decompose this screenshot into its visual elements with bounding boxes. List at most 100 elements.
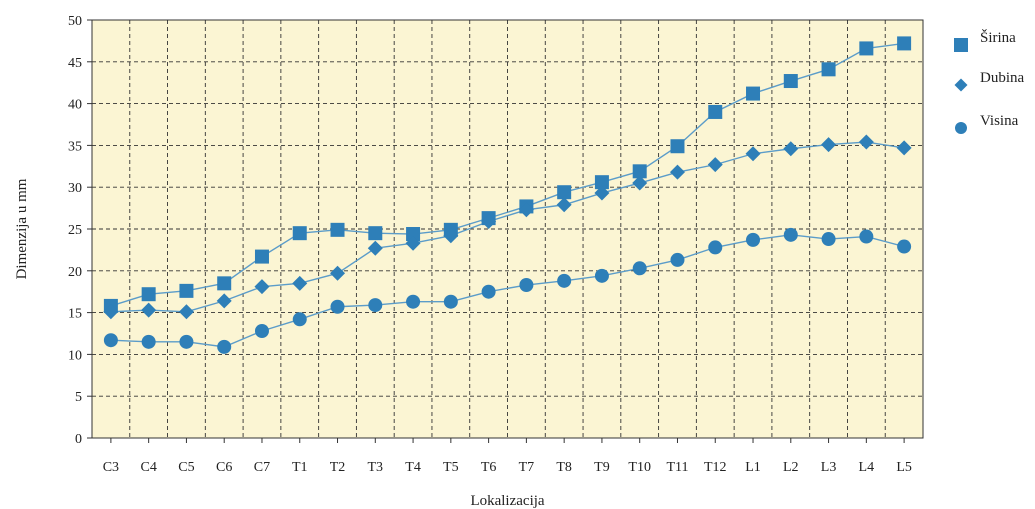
series-lines [110, 42, 905, 348]
data-point-diamond [896, 140, 912, 156]
x-tick-label: C6 [216, 460, 232, 475]
x-tick-label: L1 [745, 460, 761, 475]
data-point-square [254, 249, 269, 264]
data-point-circle [859, 229, 874, 244]
y-axis-title: Dimenzija u mm [14, 178, 30, 279]
y-tick-label: 50 [68, 14, 82, 29]
legend-marker-square [954, 38, 968, 52]
data-point-square [330, 222, 345, 237]
data-point-square [783, 74, 798, 89]
data-point-diamond [254, 279, 270, 295]
data-point-circle [254, 323, 269, 338]
data-point-circle [179, 334, 194, 349]
x-tick-label: C5 [178, 460, 194, 475]
gridlines [92, 20, 923, 438]
y-axis-ticks: 0 5 10 15 20 25 30 35 40 45 50 [68, 14, 92, 447]
x-tick-label: L5 [896, 460, 912, 475]
x-tick-label: T5 [443, 460, 459, 475]
data-point-circle [670, 252, 685, 267]
data-point-square [179, 283, 194, 298]
data-point-square [557, 185, 572, 200]
data-point-circle [292, 312, 307, 327]
x-axis-ticks: C3 C4 C5 C6 C7 T1 T2 T3 T4 T5 T6 T7 T8 T9 T10 T11 T12 L1 L… [103, 438, 912, 475]
x-tick-label: T8 [556, 460, 572, 475]
legend-marker-circle [955, 122, 967, 134]
data-point-square [141, 287, 156, 302]
data-point-circle [821, 232, 836, 247]
x-tick-label: L4 [859, 460, 875, 475]
x-tick-label: L2 [783, 460, 799, 475]
data-point-circle [217, 339, 232, 354]
data-point-circle [330, 299, 345, 314]
x-tick-label: C4 [140, 460, 156, 475]
y-tick-label: 45 [68, 56, 82, 71]
data-point-square [368, 226, 383, 241]
series-line-square [110, 42, 905, 307]
x-tick-label: C7 [254, 460, 270, 475]
data-point-square [670, 139, 685, 154]
data-point-diamond [405, 235, 421, 251]
data-point-circle [783, 227, 798, 242]
x-tick-label: L3 [821, 460, 837, 475]
y-tick-label: 35 [68, 139, 82, 154]
data-point-diamond [518, 202, 534, 218]
data-point-circle [141, 334, 156, 349]
data-point-circle [708, 240, 723, 255]
y-tick-label: 40 [68, 98, 82, 113]
data-point-diamond [481, 213, 497, 229]
data-point-diamond [216, 293, 232, 309]
data-point-diamond [141, 302, 157, 318]
data-point-diamond [556, 197, 572, 213]
x-tick-label: T6 [481, 460, 497, 475]
data-point-circle [443, 294, 458, 309]
x-tick-label: T9 [594, 460, 610, 475]
x-tick-label: T12 [704, 460, 727, 475]
data-point-circle [406, 294, 421, 309]
data-point-diamond [669, 164, 685, 180]
data-point-diamond [821, 137, 837, 153]
data-point-diamond [292, 275, 308, 291]
data-point-square [821, 62, 836, 77]
data-point-circle [594, 268, 609, 283]
y-tick-label: 0 [75, 432, 82, 447]
data-point-diamond [443, 228, 459, 244]
y-tick-label: 25 [68, 223, 82, 238]
x-tick-label: T4 [405, 460, 421, 475]
data-point-circle [557, 273, 572, 288]
legend: Širina Dubina Visina [954, 29, 1025, 134]
series-line-diamond [110, 141, 905, 313]
x-tick-label: T11 [666, 460, 688, 475]
y-tick-label: 10 [68, 348, 82, 363]
data-point-diamond [594, 185, 610, 201]
data-point-diamond [745, 146, 761, 162]
data-point-circle [897, 239, 912, 254]
data-point-circle [632, 261, 647, 276]
data-point-circle [519, 278, 534, 293]
data-point-circle [368, 298, 383, 313]
y-tick-label: 20 [68, 265, 82, 280]
x-tick-label: T3 [368, 460, 384, 475]
y-tick-label: 15 [68, 307, 82, 322]
series-markers [103, 36, 912, 354]
data-point-diamond [707, 157, 723, 173]
legend-marker-diamond [954, 78, 968, 92]
y-tick-label: 30 [68, 181, 82, 196]
data-point-square [594, 175, 609, 190]
x-tick-label: T7 [519, 460, 535, 475]
data-point-diamond [178, 304, 194, 320]
data-point-square [632, 164, 647, 179]
data-point-square [897, 36, 912, 51]
data-point-square [217, 276, 232, 291]
data-point-square [708, 104, 723, 119]
x-tick-label: T1 [292, 460, 308, 475]
legend-label: Širina [980, 29, 1016, 46]
legend-label: Visina [980, 113, 1019, 129]
x-axis-title: Lokalizacija [470, 493, 544, 509]
legend-label: Dubina [980, 70, 1025, 86]
data-point-square [859, 41, 874, 56]
data-point-square [746, 86, 761, 101]
data-point-circle [746, 232, 761, 247]
data-point-circle [103, 333, 118, 348]
data-point-square [406, 227, 421, 242]
data-point-circle [481, 284, 496, 299]
